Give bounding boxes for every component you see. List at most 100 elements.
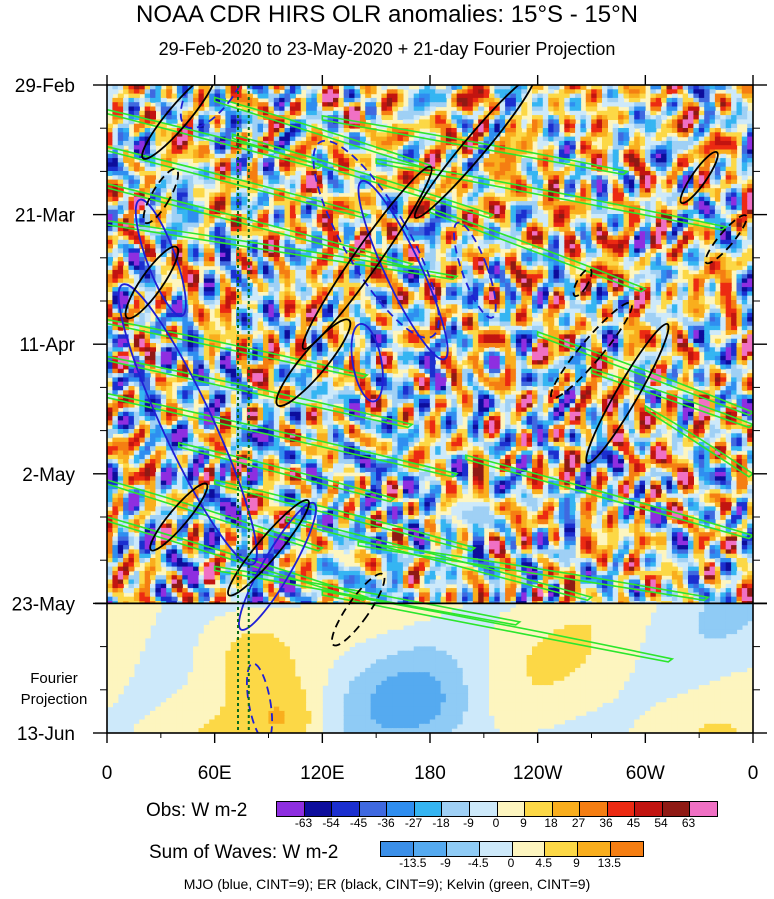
obs-cell	[139, 145, 146, 151]
obs-cell	[698, 274, 705, 280]
obs-cell	[279, 119, 286, 125]
obs-cell	[246, 106, 253, 112]
obs-cell	[731, 123, 738, 129]
obs-cell	[591, 192, 598, 198]
obs-cell	[209, 196, 216, 202]
obs-cell	[445, 179, 452, 185]
obs-cell	[171, 226, 178, 232]
obs-cell	[645, 235, 651, 241]
obs-cell	[112, 110, 119, 116]
obs-cell	[263, 85, 269, 90]
obs-cell	[203, 218, 210, 224]
obs-cell	[472, 205, 479, 211]
obs-cell	[655, 222, 662, 228]
obs-cell	[408, 171, 415, 176]
obs-cell	[365, 171, 372, 176]
obs-cell	[176, 136, 183, 142]
obs-cell	[171, 274, 178, 280]
obs-cell	[413, 209, 420, 215]
obs-cell	[289, 252, 296, 258]
obs-cell	[612, 222, 619, 228]
obs-cell	[521, 136, 528, 142]
obs-cell	[731, 244, 738, 249]
obs-cell	[241, 274, 248, 280]
obs-cell	[333, 269, 339, 275]
obs-cell	[230, 269, 237, 275]
obs-cell	[725, 166, 732, 172]
obs-cell	[558, 132, 565, 138]
obs-cell	[596, 123, 603, 129]
obs-cell	[489, 252, 495, 258]
obs-cell	[693, 102, 700, 108]
obs-cell	[682, 205, 689, 211]
obs-cell	[435, 192, 442, 198]
obs-cell	[241, 158, 248, 163]
obs-cell	[462, 244, 469, 249]
obs-cell	[725, 123, 732, 129]
obs-cell	[230, 274, 237, 280]
obs-cell	[747, 183, 753, 189]
obs-cell	[505, 153, 512, 159]
obs-cell	[575, 205, 582, 211]
obs-cell	[107, 282, 113, 288]
obs-cell	[575, 274, 582, 280]
obs-cell	[688, 179, 694, 185]
obs-cell	[709, 158, 716, 163]
obs-cell	[650, 149, 657, 155]
obs-cell	[580, 128, 587, 133]
obs-cell	[316, 196, 323, 202]
obs-cell	[645, 239, 651, 245]
obs-cell	[123, 201, 130, 206]
obs-cell	[133, 128, 140, 133]
obs-cell	[666, 201, 673, 206]
obs-cell	[365, 226, 372, 232]
obs-cell	[483, 123, 490, 129]
obs-cell	[526, 171, 533, 176]
obs-cell	[263, 244, 269, 249]
obs-cell	[198, 261, 205, 267]
obs-cell	[499, 153, 506, 159]
obs-cell	[505, 166, 512, 172]
obs-cell	[693, 128, 700, 133]
obs-cell	[257, 265, 264, 271]
obs-cell	[386, 102, 393, 108]
obs-cell	[472, 209, 479, 215]
obs-cell	[182, 119, 189, 125]
obs-cell	[359, 192, 366, 198]
obs-cell	[424, 166, 431, 172]
obs-cell	[214, 132, 221, 138]
obs-cell	[128, 158, 135, 163]
obs-cell	[225, 132, 232, 138]
obs-cell	[392, 140, 399, 146]
obs-cell	[521, 89, 528, 95]
obs-cell	[268, 171, 275, 176]
obs-cell	[279, 128, 286, 133]
obs-cell	[279, 218, 286, 224]
obs-cell	[187, 136, 194, 142]
obs-cell	[602, 123, 608, 129]
obs-cell	[682, 248, 689, 254]
obs-cell	[537, 226, 544, 232]
obs-cell	[650, 153, 657, 159]
obs-cell	[688, 252, 694, 258]
obs-cell	[203, 269, 210, 275]
obs-cell	[639, 278, 646, 284]
obs-cell	[623, 149, 630, 155]
obs-cell	[295, 106, 302, 112]
obs-cell	[187, 282, 194, 288]
obs-cell	[322, 166, 329, 172]
obs-cell	[246, 218, 253, 224]
obs-cell	[569, 128, 576, 133]
obs-cell	[381, 136, 388, 142]
obs-cell	[198, 179, 205, 185]
obs-cell	[714, 244, 721, 249]
obs-cell	[311, 274, 318, 280]
obs-cell	[628, 132, 635, 138]
obs-cell	[419, 274, 425, 280]
obs-cell	[182, 222, 189, 228]
obs-cell	[478, 123, 485, 129]
obs-cell	[133, 153, 140, 159]
obs-cell	[435, 231, 442, 237]
obs-cell	[472, 166, 479, 172]
